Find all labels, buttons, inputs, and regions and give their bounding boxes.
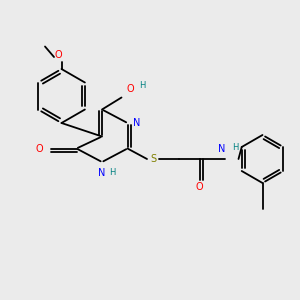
Text: N: N — [218, 143, 226, 154]
Text: N: N — [98, 167, 106, 178]
Text: H: H — [139, 81, 146, 90]
Text: O: O — [35, 143, 43, 154]
Text: H: H — [232, 142, 239, 152]
Text: S: S — [150, 154, 156, 164]
Text: O: O — [55, 50, 62, 61]
Text: H: H — [109, 168, 116, 177]
Text: O: O — [127, 83, 134, 94]
Text: N: N — [133, 118, 140, 128]
Text: O: O — [196, 182, 203, 193]
